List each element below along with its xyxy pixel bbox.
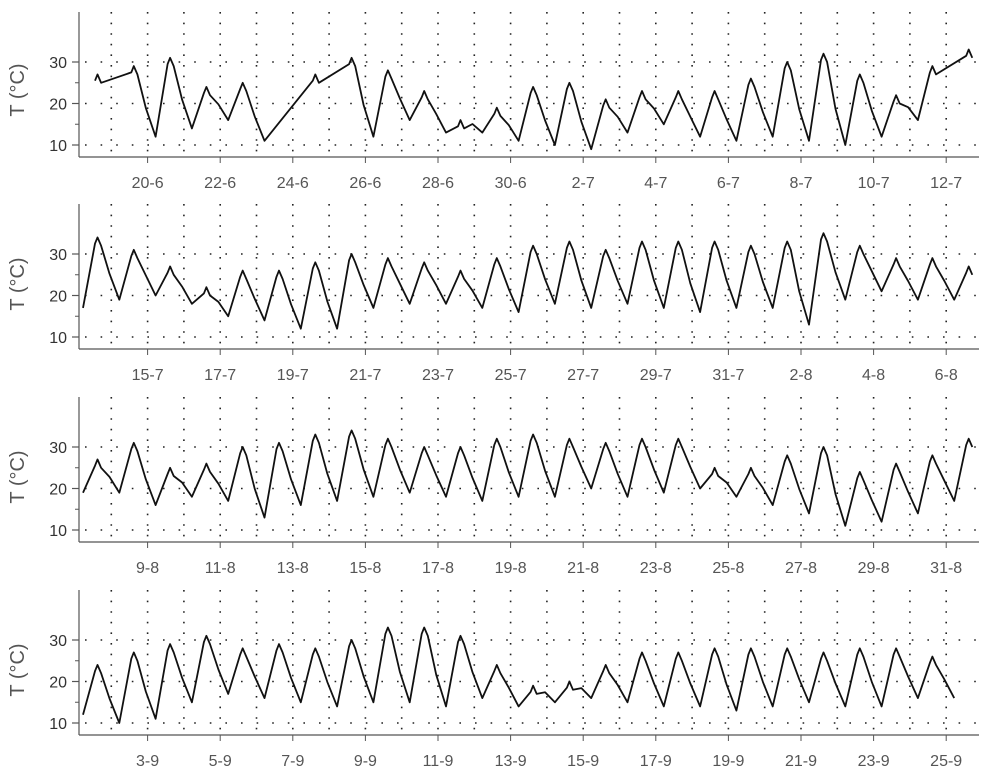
x-tick-label: 11-9 [423,753,454,767]
x-tick-label: 22-6 [204,175,236,192]
x-tick-label: 3-9 [136,753,159,767]
x-tick-label: 23-7 [422,367,454,384]
y-tick-label: 20 [49,482,67,499]
x-tick-label: 29-7 [640,367,672,384]
y-axis-label: T (°C) [7,450,29,503]
x-tick-label: 9-9 [354,753,377,767]
x-tick-label: 19-7 [277,367,309,384]
x-tick-label: 19-8 [495,560,527,577]
x-tick-label: 24-6 [277,175,309,192]
x-tick-label: 11-8 [205,560,236,577]
x-tick-label: 26-6 [349,175,381,192]
y-tick-label: 10 [49,523,67,540]
chart-panel-2: 10 20 30 T (°C) 15-7 17-7 19-7 21-7 23-7 25-7 27-7… [7,204,979,384]
x-tick-label: 23-8 [640,560,672,577]
x-tick-label: 10-7 [858,175,890,192]
temperature-series-line [82,232,974,330]
y-axis-label: T (°C) [7,257,29,310]
x-tick-label: 28-6 [422,175,454,192]
temperature-series-line [82,626,955,724]
x-tick-label: 31-8 [930,560,962,577]
y-tick-label: 30 [49,247,67,264]
x-tick-label: 21-7 [349,367,381,384]
x-tick-label: 4-7 [644,175,667,192]
x-tick-label: 9-8 [136,560,159,577]
x-tick-label: 17-7 [204,367,236,384]
x-tick-label: 13-9 [495,753,527,767]
x-tick-label: 27-7 [567,367,599,384]
chart-panel-3: 10 20 30 T (°C) 9-8 11-8 13-8 15-8 17-8 19-8 21-8 2… [7,397,979,577]
x-tick-label: 6-7 [717,175,740,192]
x-tick-label: 4-8 [862,367,885,384]
x-tick-label: 27-8 [785,560,817,577]
y-tick-label: 10 [49,330,67,347]
x-tick-label: 5-9 [209,753,232,767]
y-axis-label: T (°C) [7,643,29,696]
y-tick-label: 30 [49,55,67,72]
y-tick-label: 10 [49,716,67,733]
temperature-series-line [82,429,974,527]
x-tick-label: 7-9 [281,753,304,767]
x-tick-label: 2-7 [572,175,595,192]
x-tick-label: 15-7 [132,367,164,384]
chart-panel-4: 10 20 30 T (°C) 3-9 5-9 7-9 9-9 11-9 13-9 15-9 17-9… [7,590,979,767]
y-tick-label: 30 [49,633,67,650]
x-tick-label: 6-8 [935,367,958,384]
x-tick-label: 15-8 [349,560,381,577]
x-tick-label: 19-9 [712,753,744,767]
x-tick-label: 21-8 [567,560,599,577]
x-tick-label: 17-9 [640,753,672,767]
x-tick-label: 20-6 [132,175,164,192]
x-tick-label: 25-8 [712,560,744,577]
y-tick-label: 10 [49,138,67,155]
temperature-series-line [94,48,974,151]
x-tick-label: 21-9 [785,753,817,767]
x-tick-label: 25-7 [495,367,527,384]
y-tick-label: 30 [49,440,67,457]
x-tick-label: 23-9 [858,753,890,767]
x-tick-label: 30-6 [495,175,527,192]
x-tick-label: 31-7 [712,367,744,384]
x-tick-label: 17-8 [422,560,454,577]
x-tick-label: 25-9 [930,753,962,767]
y-tick-label: 20 [49,97,67,114]
y-tick-label: 20 [49,675,67,692]
x-tick-label: 8-7 [789,175,812,192]
chart-panel-1: 10 20 30 T (°C) 20-6 22-6 24-6 26-6 28-6 30-6 2-7 4… [7,12,979,192]
x-tick-label: 2-8 [789,367,812,384]
x-tick-label: 12-7 [930,175,962,192]
y-axis-label: T (°C) [7,63,29,116]
y-tick-label: 20 [49,289,67,306]
x-tick-label: 13-8 [277,560,309,577]
x-tick-label: 29-8 [858,560,890,577]
x-tick-label: 15-9 [567,753,599,767]
